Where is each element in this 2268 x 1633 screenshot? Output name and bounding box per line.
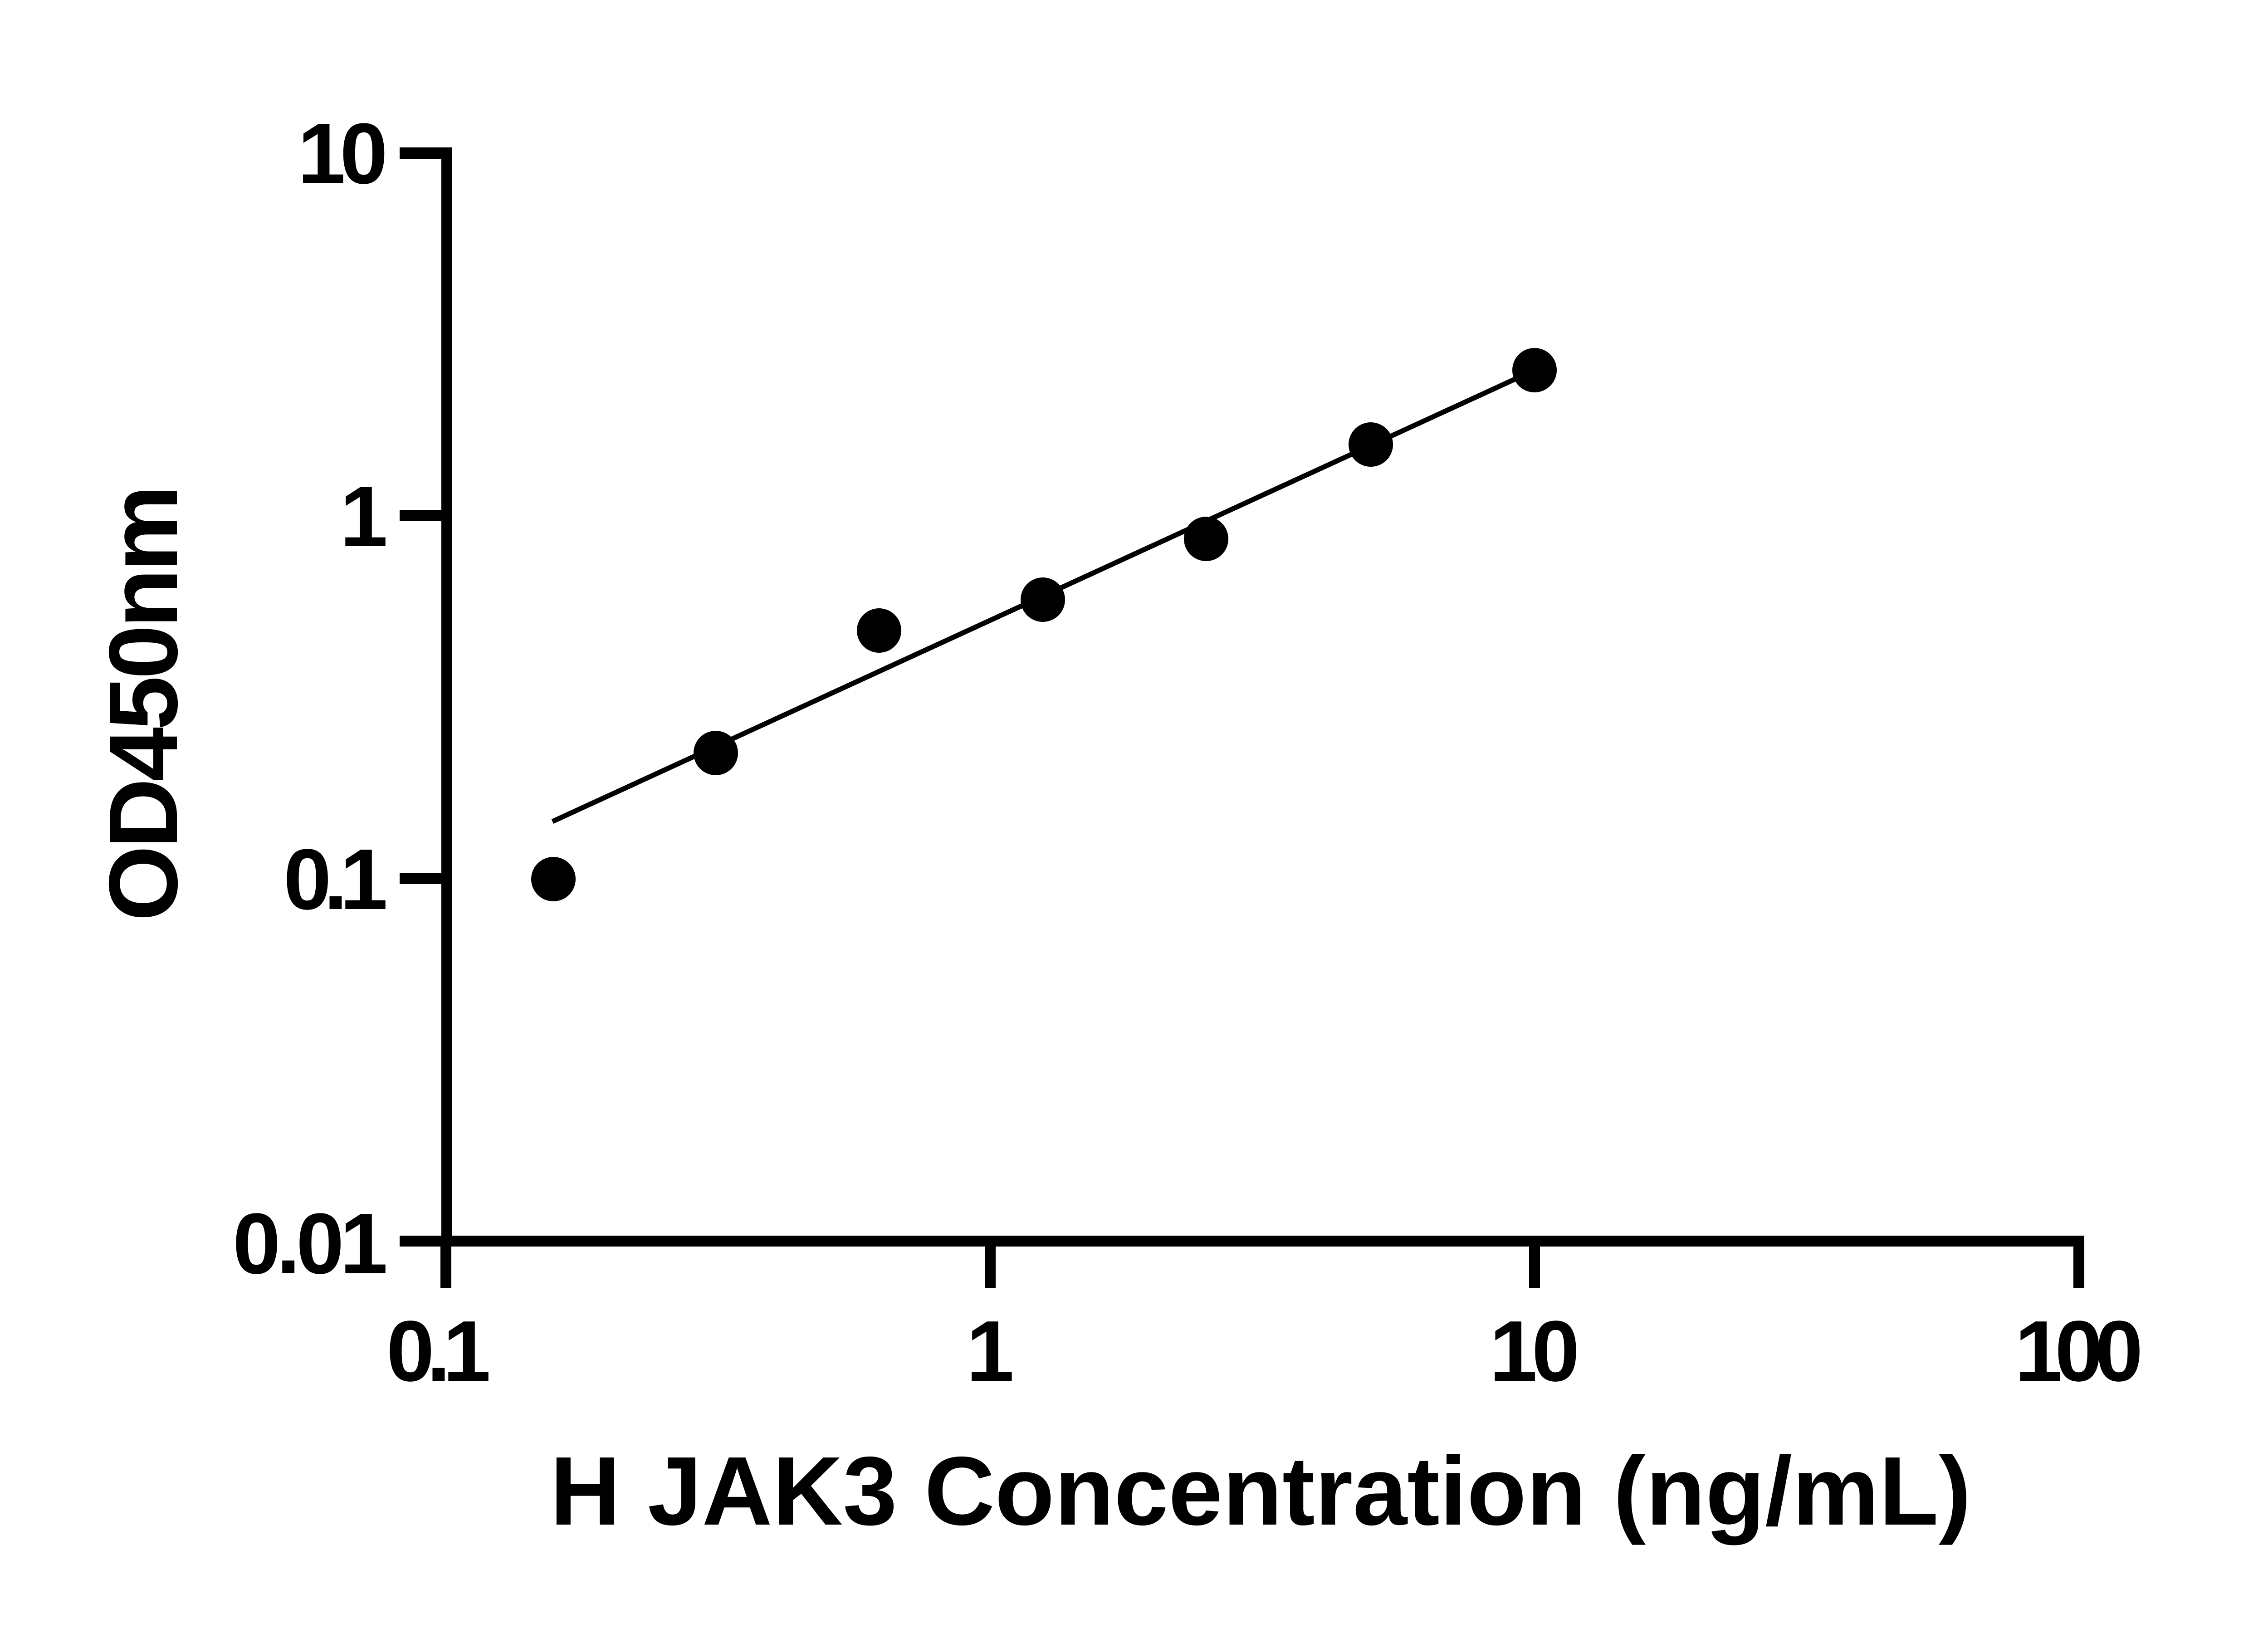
- svg-text:1: 1: [966, 1303, 1014, 1399]
- svg-text:H JAK3 Concentration (ng/mL): H JAK3 Concentration (ng/mL): [550, 1436, 1971, 1545]
- svg-text:0.01: 0.01: [233, 1196, 388, 1292]
- svg-text:100: 100: [2015, 1303, 2143, 1399]
- svg-text:1: 1: [340, 469, 388, 565]
- svg-text:0.1: 0.1: [284, 831, 388, 928]
- svg-text:0.1: 0.1: [386, 1303, 491, 1399]
- svg-text:10: 10: [1490, 1303, 1580, 1399]
- svg-text:OD450nm: OD450nm: [88, 485, 198, 921]
- svg-text:10: 10: [298, 106, 388, 202]
